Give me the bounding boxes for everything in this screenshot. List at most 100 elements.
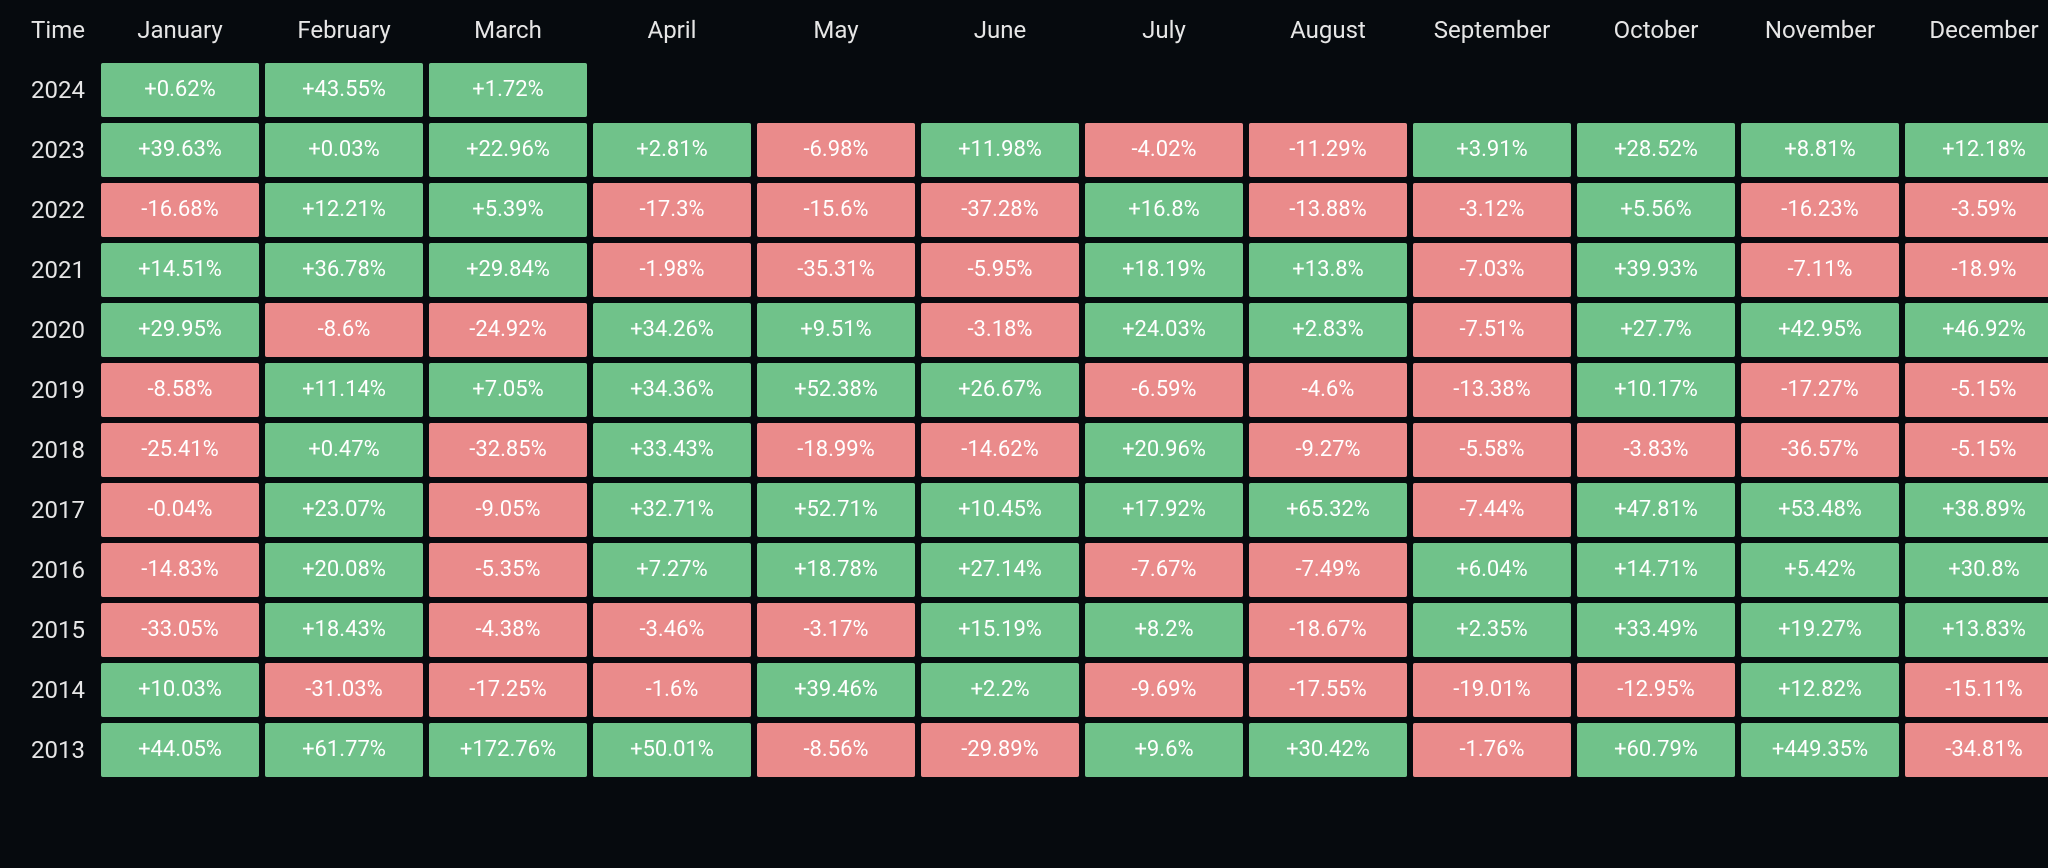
data-cell: +24.03% [1082, 300, 1246, 360]
data-cell: -7.67% [1082, 540, 1246, 600]
data-cell-value: -7.49% [1249, 543, 1407, 597]
data-cell: +52.38% [754, 360, 918, 420]
data-cell: +33.43% [590, 420, 754, 480]
data-cell: -4.6% [1246, 360, 1410, 420]
data-cell: -3.46% [590, 600, 754, 660]
year-row-header: 2017 [18, 480, 98, 540]
data-cell-value: +34.36% [593, 363, 751, 417]
data-cell: +20.08% [262, 540, 426, 600]
data-cell-value: -34.81% [1905, 723, 2048, 777]
data-cell-value: +11.14% [265, 363, 423, 417]
data-cell-value: +172.76% [429, 723, 587, 777]
table-row: 2015-33.05%+18.43%-4.38%-3.46%-3.17%+15.… [18, 600, 2048, 660]
data-cell-value: +6.04% [1413, 543, 1571, 597]
data-cell: -18.67% [1246, 600, 1410, 660]
data-cell: -14.62% [918, 420, 1082, 480]
table-row: 2023+39.63%+0.03%+22.96%+2.81%-6.98%+11.… [18, 120, 2048, 180]
data-cell [1410, 60, 1574, 120]
data-cell [754, 60, 918, 120]
data-cell-value: -13.38% [1413, 363, 1571, 417]
data-cell-value: +12.21% [265, 183, 423, 237]
data-cell-value: +50.01% [593, 723, 751, 777]
data-cell: -5.58% [1410, 420, 1574, 480]
data-cell: -31.03% [262, 660, 426, 720]
data-cell-value: -16.68% [101, 183, 259, 237]
data-cell-value: +13.8% [1249, 243, 1407, 297]
data-cell: -4.02% [1082, 120, 1246, 180]
data-cell: -8.6% [262, 300, 426, 360]
data-cell: +23.07% [262, 480, 426, 540]
data-cell-value: -8.58% [101, 363, 259, 417]
data-cell: +18.78% [754, 540, 918, 600]
data-cell-value: -33.05% [101, 603, 259, 657]
data-cell-value: -5.35% [429, 543, 587, 597]
data-cell-value: +39.63% [101, 123, 259, 177]
data-cell: -0.04% [98, 480, 262, 540]
data-cell-value: -5.15% [1905, 363, 2048, 417]
data-cell [1082, 60, 1246, 120]
data-cell-value: -1.98% [593, 243, 751, 297]
data-cell-value: -5.15% [1905, 423, 2048, 477]
month-column-header: November [1738, 8, 1902, 60]
year-row-header: 2020 [18, 300, 98, 360]
data-cell: +5.39% [426, 180, 590, 240]
data-cell-value: +7.27% [593, 543, 751, 597]
data-cell-value: +44.05% [101, 723, 259, 777]
data-cell-value: +36.78% [265, 243, 423, 297]
data-cell: +33.49% [1574, 600, 1738, 660]
data-cell: +10.17% [1574, 360, 1738, 420]
data-cell: -16.68% [98, 180, 262, 240]
data-cell-value: -9.27% [1249, 423, 1407, 477]
data-cell: -4.38% [426, 600, 590, 660]
data-cell: +10.45% [918, 480, 1082, 540]
table-row: 2014+10.03%-31.03%-17.25%-1.6%+39.46%+2.… [18, 660, 2048, 720]
data-cell-value: +9.51% [757, 303, 915, 357]
data-cell: +34.26% [590, 300, 754, 360]
year-row-header: 2013 [18, 720, 98, 780]
data-cell-value: +12.18% [1905, 123, 2048, 177]
data-cell: +14.71% [1574, 540, 1738, 600]
data-cell [590, 60, 754, 120]
year-row-header: 2022 [18, 180, 98, 240]
data-cell: +38.89% [1902, 480, 2048, 540]
data-cell-value: -32.85% [429, 423, 587, 477]
data-cell-value: +32.71% [593, 483, 751, 537]
data-cell: -8.56% [754, 720, 918, 780]
data-cell-value: +15.19% [921, 603, 1079, 657]
data-cell-value: +10.17% [1577, 363, 1735, 417]
data-cell-value: +26.67% [921, 363, 1079, 417]
data-cell: -6.59% [1082, 360, 1246, 420]
data-cell: -18.9% [1902, 240, 2048, 300]
data-cell-value: +2.35% [1413, 603, 1571, 657]
data-cell: +0.47% [262, 420, 426, 480]
data-cell: +53.48% [1738, 480, 1902, 540]
table-row: 2022-16.68%+12.21%+5.39%-17.3%-15.6%-37.… [18, 180, 2048, 240]
year-row-header: 2015 [18, 600, 98, 660]
data-cell: +12.21% [262, 180, 426, 240]
data-cell: +30.42% [1246, 720, 1410, 780]
data-cell: +2.35% [1410, 600, 1574, 660]
month-column-header: October [1574, 8, 1738, 60]
month-column-header: February [262, 8, 426, 60]
data-cell-value: +24.03% [1085, 303, 1243, 357]
data-cell-value: -4.38% [429, 603, 587, 657]
month-column-header: July [1082, 8, 1246, 60]
table-row: 2017-0.04%+23.07%-9.05%+32.71%+52.71%+10… [18, 480, 2048, 540]
data-cell-value: -18.99% [757, 423, 915, 477]
data-cell: +27.7% [1574, 300, 1738, 360]
data-cell-value: -31.03% [265, 663, 423, 717]
data-cell: -17.25% [426, 660, 590, 720]
table-row: 2018-25.41%+0.47%-32.85%+33.43%-18.99%-1… [18, 420, 2048, 480]
data-cell: +32.71% [590, 480, 754, 540]
data-cell-value: +30.8% [1905, 543, 2048, 597]
data-cell-value: -12.95% [1577, 663, 1735, 717]
data-cell: -5.15% [1902, 360, 2048, 420]
data-cell-value: +29.95% [101, 303, 259, 357]
data-cell: +6.04% [1410, 540, 1574, 600]
data-cell: -11.29% [1246, 120, 1410, 180]
data-cell-value: -3.46% [593, 603, 751, 657]
data-cell: +39.63% [98, 120, 262, 180]
data-cell-value: +3.91% [1413, 123, 1571, 177]
data-cell: +13.83% [1902, 600, 2048, 660]
data-cell-value: -5.58% [1413, 423, 1571, 477]
